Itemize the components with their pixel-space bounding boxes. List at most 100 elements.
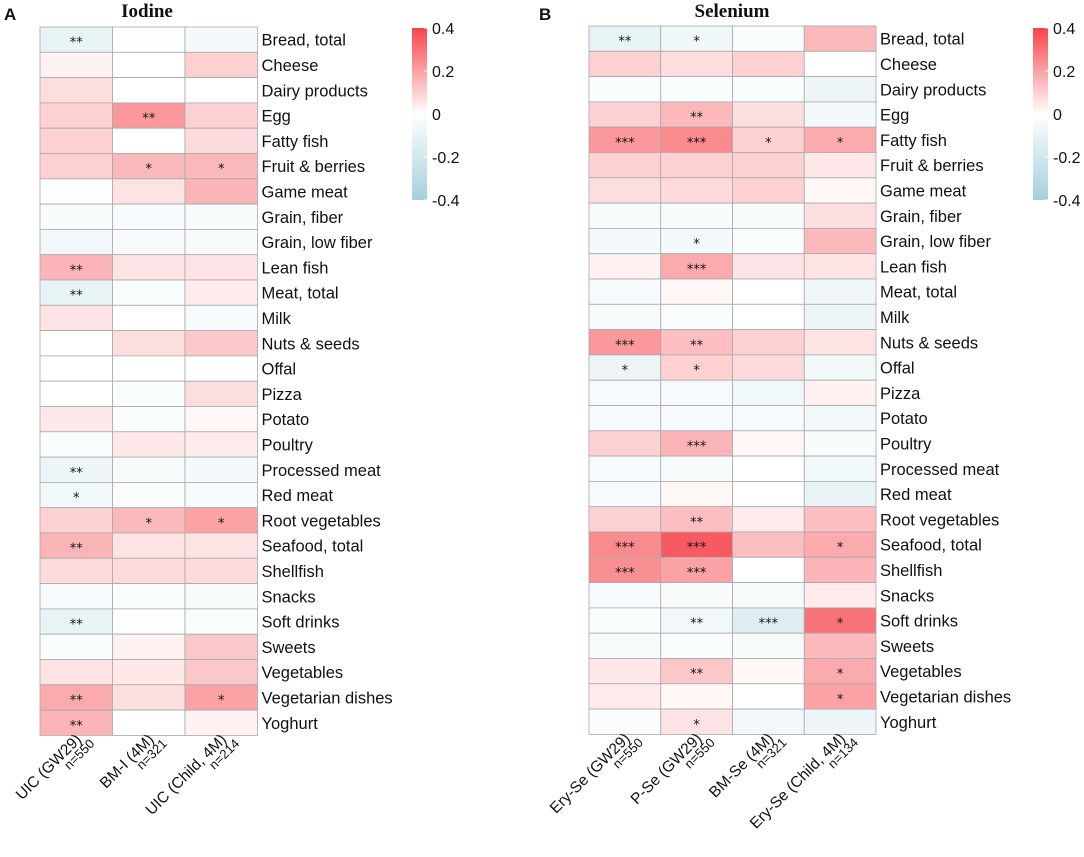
heatmap-cell [803,101,877,128]
heatmap-cell [803,556,877,583]
panel-title-selenium: Selenium [695,1,770,22]
heatmap-cell [588,253,662,280]
heatmap-cell [732,354,805,381]
colorbar-tick-label: 0.2 [1053,64,1075,81]
row-label: Vegetarian dishes [262,689,393,707]
heatmap-cell [112,51,186,78]
row-label: Dairy products [262,82,368,100]
heatmap-cell [112,304,186,331]
heatmap-cell [39,406,113,433]
row-label: Grain, fiber [262,209,344,227]
heatmap-cell [39,178,113,205]
heatmap-cell [803,430,877,457]
significance-marker: * [693,718,700,733]
significance-marker: ** [70,466,84,481]
heatmap-cell [39,481,113,509]
heatmap-cell [112,355,186,382]
colorbar-selenium: 0.4 0.2 0 -0.2 -0.4 [1033,21,1081,210]
colorbar-gradient [412,28,427,200]
heatmap-cell [732,101,805,128]
heatmap-cell [660,278,733,305]
heatmap-cell [184,633,258,660]
heatmap-cell [588,708,662,735]
heatmap-cell [803,582,877,609]
row-label: Lean fish [880,258,947,276]
row-label: Offal [880,360,915,378]
significance-marker: * [837,541,844,556]
heatmap-cell [112,557,186,584]
significance-marker: *** [615,541,635,556]
significance-marker: * [837,667,844,682]
heatmap-cell [660,683,733,710]
heatmap-cell [112,254,186,281]
heatmap-cell [660,379,733,406]
heatmap-cell [112,153,186,180]
heatmap-cell [588,202,662,229]
row-label: Red meat [880,486,952,504]
colorbar-tick-label: -0.2 [1053,150,1081,167]
row-label: Fatty fish [262,133,329,151]
significance-marker: ** [690,111,704,126]
heatmap-cell [732,480,805,508]
heatmap-cell [588,50,662,77]
heatmap-cell [660,582,733,609]
row-label: Meat, total [880,284,957,302]
heatmap-cell [184,481,258,509]
heatmap-cell [803,683,877,710]
colorbar-tick-label: -0.2 [432,150,460,167]
significance-marker: * [693,364,700,379]
heatmap-cell [732,405,805,432]
heatmap-cell [112,330,186,357]
heatmap-cell [660,152,733,179]
significance-marker: * [73,491,80,506]
row-label: Game meat [262,183,349,201]
heatmap-cell [660,253,733,280]
significance-marker: *** [615,136,635,151]
heatmap-cell [732,152,805,179]
heatmap-cell [39,77,113,104]
significance-marker: ** [70,289,84,304]
heatmap-cell [184,26,258,53]
row-label: Bread, total [262,32,346,50]
heatmap-cell [184,51,258,78]
heatmap-cell [39,228,113,256]
significance-marker: * [837,136,844,151]
heatmap-cell [660,531,733,558]
heatmap-cell [184,77,258,104]
heatmap-cell [112,431,186,458]
heatmap-cell [112,77,186,104]
heatmap-cell [803,152,877,179]
heatmap-cell [660,405,733,432]
heatmap-cell [39,507,113,534]
significance-marker: * [693,35,700,50]
heatmap-cell [588,405,662,432]
heatmap-cell [184,684,258,711]
row-label: Vegetarian dishes [880,688,1011,706]
panel-letter-b: B [539,5,551,24]
heatmap-cell [732,253,805,280]
heatmap-cell [588,152,662,179]
heatmap-cell [112,532,186,559]
heatmap-cell [39,355,113,382]
row-label: Milk [880,309,910,327]
significance-marker: ** [70,693,84,708]
colorbar-tick-label: 0.2 [432,64,454,81]
heatmap-cell [732,708,805,735]
significance-marker: * [765,136,772,151]
significance-marker: * [693,237,700,252]
heatmap-cell [39,304,113,331]
heatmap-cell [588,480,662,508]
heatmap-cell [39,153,113,180]
heatmap-cell [184,380,258,407]
heatmap-cell [803,253,877,280]
colorbar-tick-label: 0 [432,107,441,124]
heatmap-cell [112,380,186,407]
heatmap-cell [803,329,877,356]
heatmap-cell [588,76,662,103]
significance-marker: ** [690,338,704,353]
heatmap-cell [588,278,662,305]
heatmap-cell [732,556,805,583]
heatmap-cell [184,431,258,458]
column-label: Ery-Se (GW29) [547,730,634,817]
heatmap-cell [803,354,877,381]
